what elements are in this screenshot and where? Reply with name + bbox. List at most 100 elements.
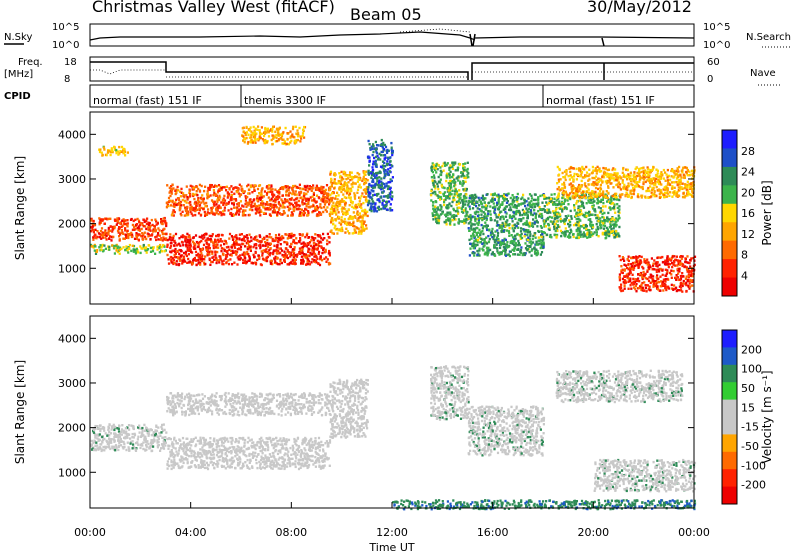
- data-cell: [540, 226, 543, 229]
- data-cell: [285, 241, 288, 244]
- data-cell: [633, 187, 636, 191]
- data-cell: [290, 242, 293, 246]
- data-cell: [431, 170, 434, 174]
- data-cell: [174, 192, 177, 196]
- data-cell: [291, 214, 294, 217]
- data-cell: [528, 225, 531, 228]
- data-cell: [262, 195, 265, 198]
- data-cell: [477, 217, 480, 220]
- data-cell: [265, 248, 268, 251]
- data-cell: [544, 225, 547, 228]
- data-cell: [529, 209, 532, 212]
- data-cell: [256, 195, 259, 198]
- data-cell: [364, 214, 367, 217]
- data-cell: [169, 250, 172, 253]
- data-cell: [596, 225, 599, 229]
- data-cell: [612, 233, 615, 237]
- data-cell: [609, 223, 612, 226]
- data-cell: [266, 192, 269, 195]
- data-cell: [550, 236, 553, 239]
- data-cell: [225, 185, 228, 188]
- data-cell: [299, 140, 302, 143]
- data-cell: [322, 186, 325, 189]
- data-cell: [563, 218, 566, 221]
- data-cell: [378, 199, 381, 202]
- data-cell: [307, 250, 310, 254]
- data-cell: [338, 182, 341, 185]
- data-cell: [477, 196, 480, 200]
- data-cell: [386, 150, 389, 153]
- data-cell: [250, 184, 253, 187]
- data-cell: [200, 248, 204, 251]
- data-cell: [293, 246, 296, 249]
- nsky-tick-bottom: 10^0: [52, 40, 79, 51]
- data-cell: [457, 202, 461, 205]
- data-cell: [352, 220, 355, 223]
- data-cell: [449, 220, 452, 223]
- data-cell: [375, 151, 378, 155]
- data-cell: [371, 184, 374, 187]
- nsky-gaps: [469, 33, 605, 47]
- data-cell: [277, 211, 280, 214]
- data-cell: [482, 225, 485, 228]
- data-cell: [320, 191, 323, 194]
- data-cell: [322, 232, 325, 236]
- data-cell: [368, 156, 371, 159]
- data-cell: [216, 198, 219, 201]
- data-cell: [578, 233, 581, 236]
- data-cell: [172, 258, 175, 262]
- data-cell: [527, 207, 531, 211]
- data-cell: [360, 203, 363, 206]
- data-cell: [451, 200, 454, 204]
- data-cell: [286, 137, 289, 141]
- data-cell: [312, 209, 315, 213]
- data-cell: [170, 239, 173, 242]
- data-cell: [219, 206, 222, 209]
- data-cell: [390, 179, 393, 183]
- data-cell: [479, 233, 482, 237]
- data-cell: [209, 186, 212, 189]
- data-cell: [92, 220, 95, 223]
- data-cell: [508, 227, 511, 230]
- data-cell: [444, 198, 447, 201]
- data-cell: [439, 173, 442, 176]
- data-cell: [501, 227, 504, 230]
- data-cell: [473, 243, 476, 246]
- data-cell: [124, 154, 127, 157]
- data-cell: [286, 214, 289, 217]
- data-cell: [156, 234, 159, 237]
- data-cell: [383, 161, 386, 165]
- data-cell: [233, 261, 236, 264]
- data-cell: [615, 220, 618, 223]
- data-cell: [94, 228, 97, 231]
- data-cell: [466, 170, 469, 173]
- data-cell: [263, 211, 266, 215]
- data-cell: [217, 212, 220, 216]
- data-cell: [389, 209, 392, 212]
- data-cell: [476, 249, 479, 253]
- data-cell: [242, 209, 245, 212]
- data-cell: [613, 223, 616, 226]
- data-cell: [432, 214, 435, 217]
- data-cell: [347, 196, 350, 199]
- data-cell: [269, 252, 272, 255]
- data-cell: [566, 235, 569, 238]
- data-cell: [213, 213, 216, 216]
- data-cell: [561, 208, 564, 211]
- data-cell: [548, 198, 551, 201]
- data-cell: [147, 228, 150, 232]
- data-cell: [568, 196, 571, 200]
- data-cell: [563, 233, 566, 236]
- data-cell: [344, 212, 347, 216]
- data-cell: [549, 233, 552, 237]
- data-cell: [547, 202, 550, 205]
- data-cell: [254, 251, 257, 255]
- data-cell: [351, 201, 354, 204]
- data-cell: [174, 247, 177, 251]
- data-cell: [465, 187, 468, 191]
- data-cell: [320, 206, 323, 210]
- data-cell: [227, 202, 230, 205]
- data-cell: [518, 211, 521, 214]
- data-cell: [364, 208, 367, 212]
- data-cell: [244, 196, 248, 199]
